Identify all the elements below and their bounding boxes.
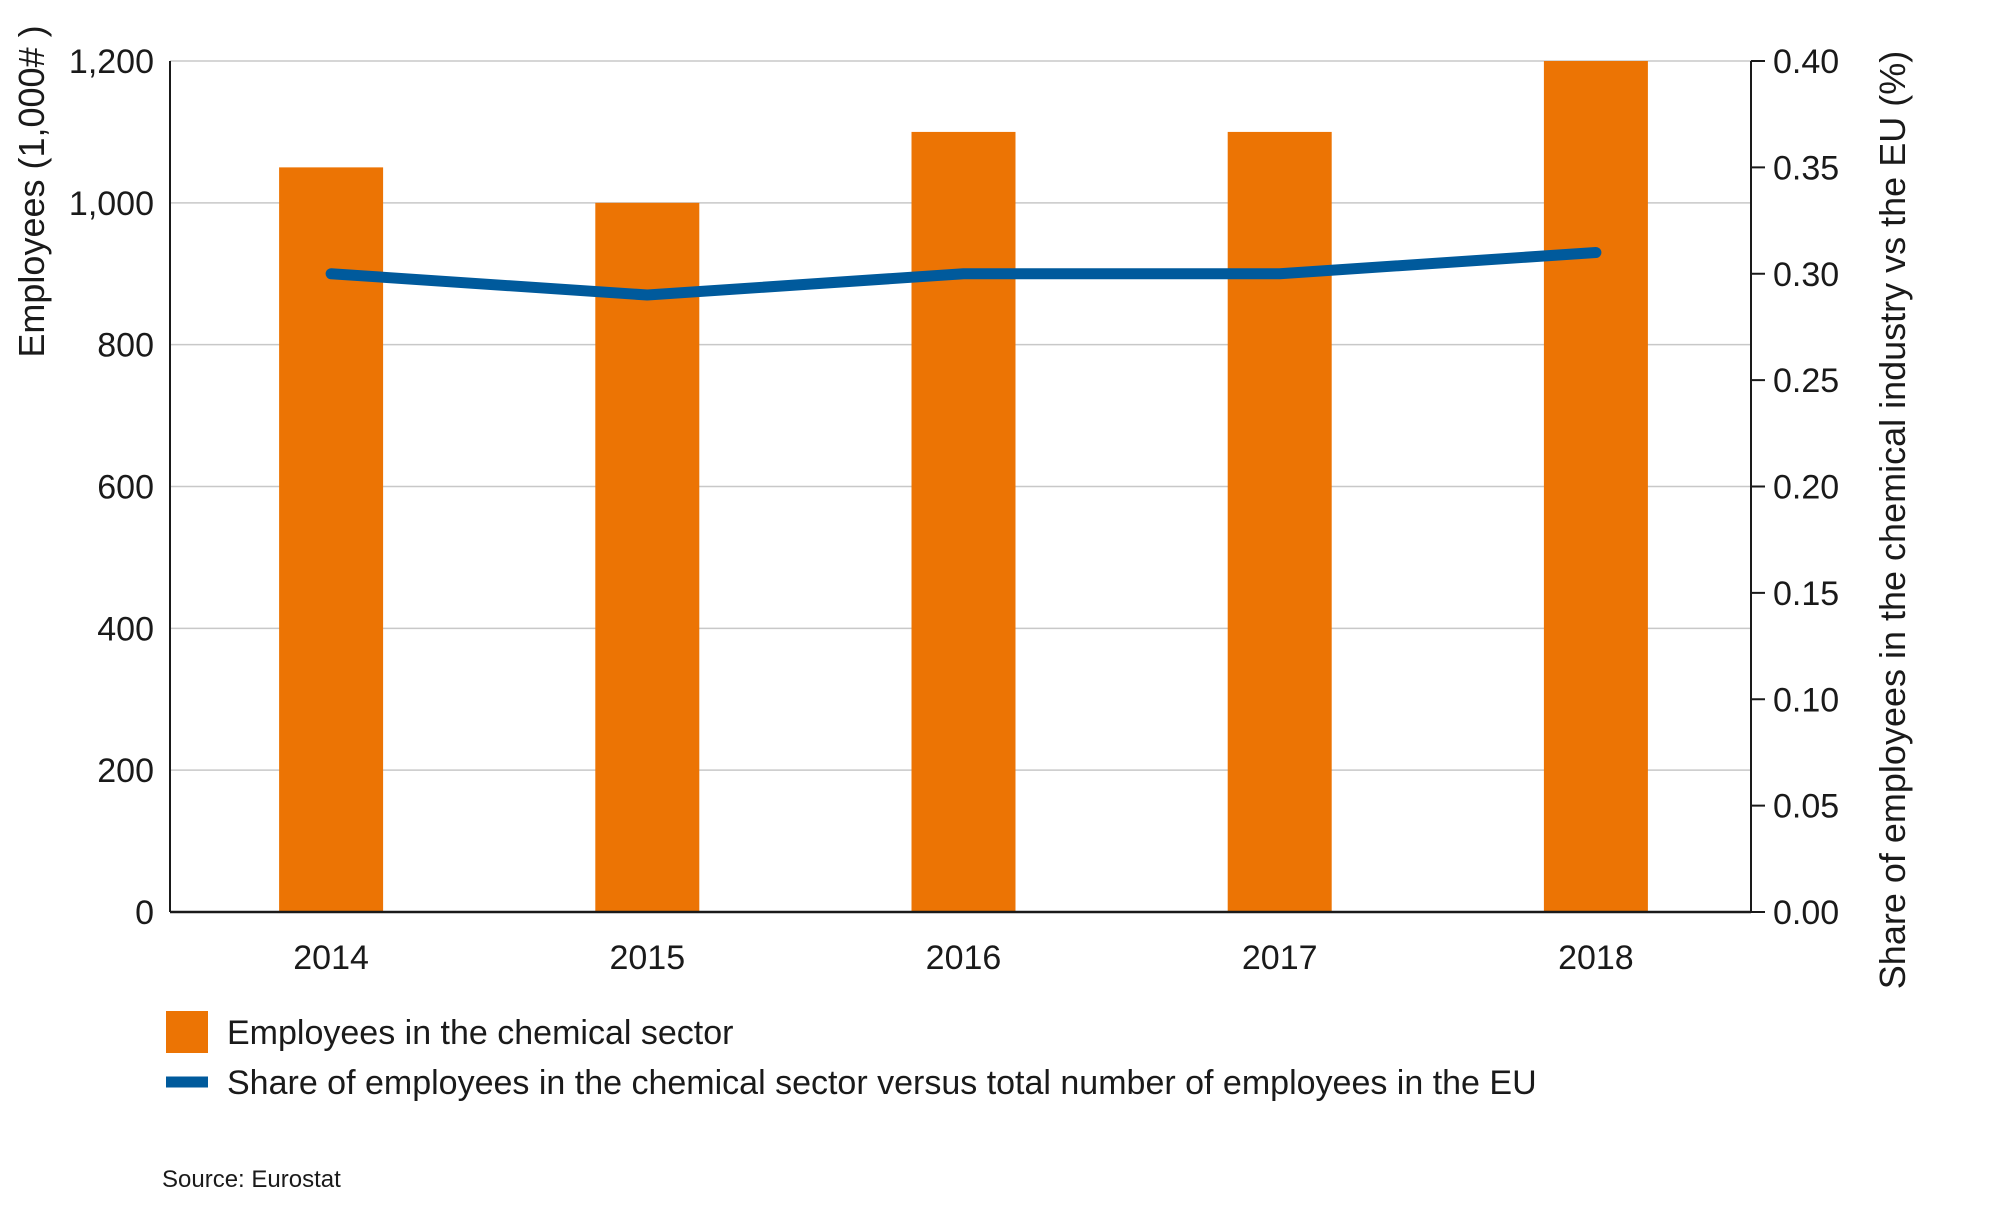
- bars: [279, 61, 1648, 913]
- share-point-2016: [962, 272, 965, 275]
- bar-2016: [911, 131, 1016, 912]
- bar-2015: [595, 202, 700, 913]
- y2-tick-label: 0.10: [1773, 681, 1839, 719]
- y2-tick-label: 0.40: [1773, 43, 1839, 81]
- y-axis-title: Employees (1,000# ): [11, 25, 52, 357]
- bar-2017: [1227, 131, 1332, 912]
- x-tick-label: 2014: [293, 939, 369, 977]
- x-tick-label: 2016: [926, 939, 1002, 977]
- y2-tick-label: 0.15: [1773, 575, 1839, 613]
- y-tick-label: 1,000: [69, 185, 154, 223]
- y2-tick-label: 0.30: [1773, 256, 1839, 294]
- y-tick-label: 600: [97, 469, 154, 507]
- y2-tick-label: 0.35: [1773, 149, 1839, 187]
- bar-2014: [279, 167, 384, 912]
- tick-labels: 0 200 400 600 800 1,000 1,200 0.00 0.05 0.10 0.15 0…: [69, 43, 1839, 977]
- x-tick-label: 2018: [1558, 939, 1634, 977]
- x-tick-label: 2017: [1242, 939, 1318, 977]
- legend: Employees in the chemical sector Share o…: [166, 1011, 1537, 1102]
- share-point-2017: [1278, 272, 1281, 275]
- x-tick-label: 2015: [609, 939, 685, 977]
- legend-bar-label: Employees in the chemical sector: [227, 1014, 733, 1052]
- share-line: [325, 246, 1602, 301]
- share-point-2014: [330, 272, 333, 275]
- y2-axis-title: Share of employees in the chemical indus…: [1872, 51, 1913, 989]
- y-tick-label: 0: [135, 894, 154, 932]
- y2-tick-label: 0.00: [1773, 894, 1839, 932]
- share-point-2018: [1594, 251, 1597, 254]
- y-tick-label: 400: [97, 610, 154, 648]
- y2-tick-label: 0.05: [1773, 788, 1839, 826]
- y-tick-label: 1,200: [69, 43, 154, 81]
- y-tick-label: 800: [97, 327, 154, 365]
- legend-line-label: Share of employees in the chemical secto…: [227, 1064, 1537, 1102]
- source-note: Source: Eurostat: [162, 1166, 341, 1193]
- legend-bar-swatch: [166, 1011, 208, 1053]
- y-tick-label: 200: [97, 752, 154, 790]
- share-point-2015: [646, 294, 649, 297]
- bar-2018: [1543, 61, 1648, 912]
- y2-tick-label: 0.25: [1773, 362, 1839, 400]
- y2-tick-label: 0.20: [1773, 469, 1839, 507]
